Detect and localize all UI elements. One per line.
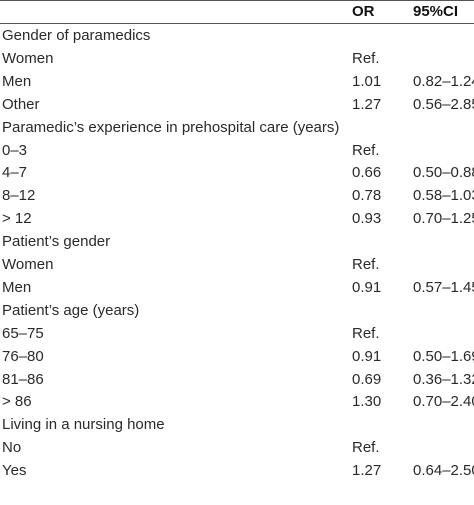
row-label: Living in a nursing home [2, 416, 165, 434]
or-value: Ref. [352, 49, 380, 67]
ci-value: 0.70–2.40 [413, 393, 474, 411]
or-value: Ref. [352, 439, 380, 457]
row-label: Patient’s gender [2, 233, 111, 251]
or-value: 1.27 [352, 462, 382, 480]
or-value: 0.91 [352, 278, 382, 296]
row-label: 81–86 [2, 370, 44, 388]
row-label: 0–3 [2, 141, 28, 159]
header-ci: 95%CI [413, 3, 459, 20]
row-label: Gender of paramedics [2, 27, 151, 44]
or-value: Ref. [352, 256, 380, 273]
or-value: Ref. [352, 141, 380, 159]
or-value: 1.27 [352, 95, 382, 113]
row-label: No [2, 439, 22, 457]
row-label: Women [2, 256, 54, 273]
row-label: Yes [2, 462, 27, 480]
row-label: > 86 [2, 393, 32, 411]
or-value: 0.69 [352, 370, 382, 388]
ci-value: 0.82–1.24 [413, 72, 474, 90]
or-value: 1.30 [352, 393, 382, 411]
ci-value: 0.36–1.32 [413, 370, 474, 388]
row-label: 65–75 [2, 324, 44, 342]
or-value: Ref. [352, 324, 380, 342]
or-value: 0.78 [352, 187, 382, 205]
ci-value: 0.70–1.25 [413, 210, 474, 228]
row-label: Paramedic’s experience in prehospital ca… [2, 118, 340, 136]
or-value: 0.91 [352, 347, 382, 365]
ci-value: 0.58–1.03 [413, 187, 474, 205]
row-label: 8–12 [2, 187, 36, 205]
top-rule [0, 0, 474, 1]
ci-value: 0.50–0.88 [413, 164, 474, 182]
or-value: 0.93 [352, 210, 382, 228]
row-label: Other [2, 95, 40, 113]
or-value: 0.66 [352, 164, 382, 182]
row-label: Women [2, 49, 54, 67]
row-label: 76–80 [2, 347, 44, 365]
row-label: 4–7 [2, 164, 28, 182]
row-label: > 12 [2, 210, 32, 228]
header-or: OR [352, 3, 375, 20]
ci-value: 0.64–2.50 [413, 462, 474, 480]
ci-value: 0.56–2.85 [413, 95, 474, 113]
header-rule [0, 23, 474, 24]
or-value: 1.01 [352, 72, 382, 90]
ci-value: 0.50–1.69 [413, 347, 474, 365]
row-label: Men [2, 72, 32, 90]
row-label: Patient’s age (years) [2, 301, 140, 319]
row-label: Men [2, 278, 32, 296]
ci-value: 0.57–1.45 [413, 278, 474, 296]
